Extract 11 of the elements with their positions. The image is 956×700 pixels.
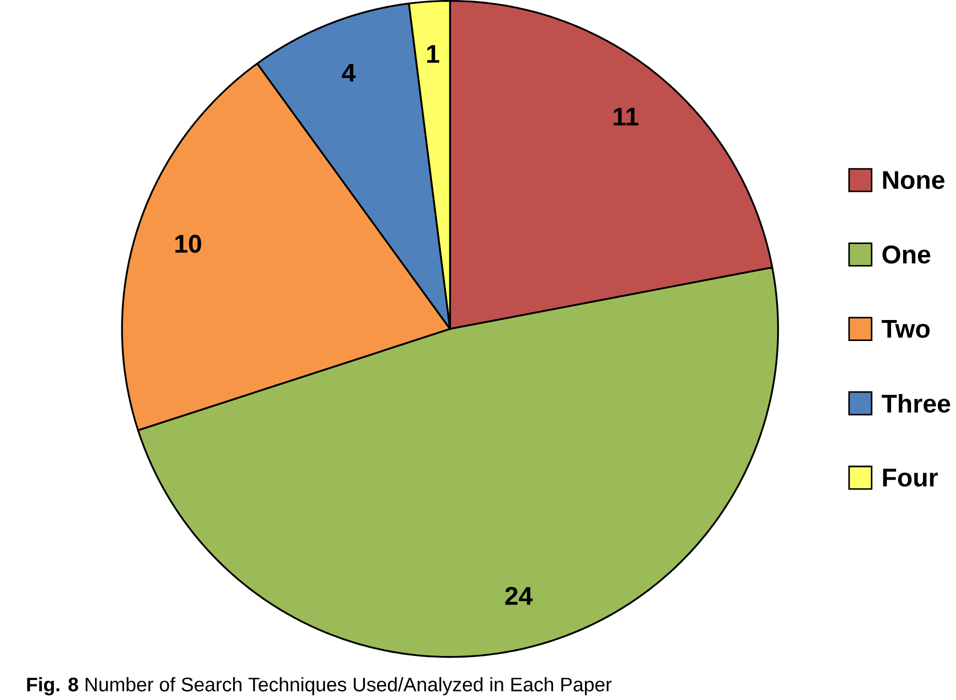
data-label: 4 — [342, 64, 356, 82]
data-label: 1 — [427, 44, 440, 63]
text: Fig. 8 Number of Search Techniques Used/Analyzed in Each Paper — [27, 676, 612, 696]
legend-label: Three — [882, 394, 950, 413]
legend-label: One — [882, 245, 930, 264]
data-label: 10 — [175, 234, 202, 253]
data-label: 24 — [505, 586, 533, 605]
data-label: 11 — [614, 108, 638, 126]
legend-label: Four — [883, 468, 938, 486]
legend-label: None — [883, 171, 944, 189]
legend-label: Two — [882, 320, 930, 338]
